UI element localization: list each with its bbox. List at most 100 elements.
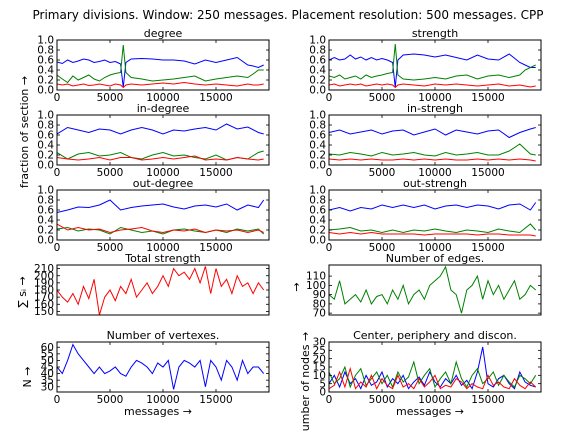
series-line-blue: [329, 53, 536, 88]
label-messages-left: messages →: [124, 405, 192, 418]
y-tick-label: 0.6: [309, 55, 326, 67]
label-n-vertexes: N →: [21, 367, 34, 388]
svg-text:∑ sᵢ →: ∑ sᵢ →: [16, 276, 29, 307]
series-line-green: [329, 143, 536, 157]
y-tick-label: 0.8: [37, 195, 54, 207]
svg-text:N →: N →: [21, 367, 34, 388]
y-tick-label: 1.0: [37, 185, 54, 197]
y-tick-label: 0.8: [309, 195, 326, 207]
series-line-blue: [57, 199, 265, 213]
series-line-blue: [57, 123, 264, 135]
x-tick-label: 10000: [418, 92, 451, 104]
y-tick-label: 0.2: [309, 150, 326, 162]
y-tick-label: 20: [313, 353, 326, 365]
series-line-green: [329, 43, 536, 81]
figure-title: Primary divisions. Window: 250 messages.…: [33, 8, 544, 22]
x-tick-label: 15000: [471, 167, 504, 179]
axes-frame: [328, 189, 542, 241]
x-tick-label: 15000: [471, 92, 504, 104]
x-tick-label: 0: [326, 242, 333, 254]
panel-title: degree: [144, 27, 183, 40]
y-tick-label: 1.0: [37, 35, 54, 47]
x-tick-label: 5000: [369, 394, 396, 406]
y-tick-label: 0.8: [309, 45, 326, 57]
y-tick-label: 40: [41, 368, 54, 380]
label-messages-right: messages →: [396, 405, 464, 418]
x-tick-label: 5000: [97, 394, 124, 406]
y-tick-label: 30: [313, 337, 326, 349]
x-tick-label: 10000: [146, 167, 179, 179]
panel-in-degree: in-degree 0.00.20.40.60.81.0 0 5000 10000 150…: [37, 102, 270, 179]
y-tick-label: 15: [313, 362, 326, 374]
y-tick-label: 0.8: [37, 120, 54, 132]
y-tick-label: 45: [41, 362, 54, 374]
y-tick-label: 0.2: [37, 225, 54, 237]
y-tick-label: 0.0: [309, 85, 326, 97]
y-tick-label: 0.4: [37, 140, 54, 152]
x-tick-label: 5000: [97, 167, 124, 179]
y-tick-label: 0.4: [37, 215, 54, 227]
panel-title: in-degree: [137, 102, 190, 115]
x-tick-label: 0: [326, 92, 333, 104]
y-tick-label: 0: [319, 387, 326, 399]
series-line-blue: [329, 202, 537, 212]
y-tick-label: 150: [34, 306, 54, 318]
y-tick-label: 0.4: [309, 140, 326, 152]
y-tick-label: 0.6: [309, 130, 326, 142]
y-tick-label: 0.4: [37, 65, 54, 77]
x-tick-label: 15000: [199, 242, 232, 254]
y-tick-label: 25: [313, 345, 326, 357]
y-tick-label: 0.6: [37, 130, 54, 142]
label-number-of-nodes: number of nodes →: [299, 332, 312, 432]
panel-title: out-strengh: [403, 177, 467, 190]
x-tick-label: 10000: [146, 242, 179, 254]
x-tick-label: 15000: [199, 167, 232, 179]
x-tick-label: 10000: [418, 167, 451, 179]
x-tick-label: 0: [326, 167, 333, 179]
svg-text:→: →: [290, 282, 303, 291]
panel-title: Total strength: [124, 252, 201, 265]
y-tick-label: 100: [306, 280, 326, 292]
panel-in-strengh: in-strengh 0.00.20.40.60.81.0 0 5000 10000 15…: [309, 102, 542, 179]
axes-frame: [328, 264, 542, 316]
y-tick-label: 0.0: [37, 85, 54, 97]
y-tick-label: 30: [41, 381, 54, 393]
y-tick-label: 0.0: [309, 160, 326, 172]
x-tick-label: 15000: [471, 394, 504, 406]
y-tick-label: 80: [313, 298, 326, 310]
panel-title: strength: [412, 27, 458, 40]
panel-title: out-degree: [133, 177, 194, 190]
y-tick-label: 0.8: [309, 120, 326, 132]
series-line-red: [57, 81, 264, 89]
y-tick-label: 0.2: [37, 75, 54, 87]
x-tick-label: 15000: [471, 242, 504, 254]
axes-frame: [328, 39, 542, 91]
y-tick-label: 110: [306, 271, 326, 283]
y-tick-label: 0.8: [37, 45, 54, 57]
series-line-blue: [329, 127, 536, 139]
y-tick-label: 55: [41, 348, 54, 360]
y-tick-label: 1.0: [309, 35, 326, 47]
series-line-red: [57, 155, 264, 161]
x-tick-label: 5000: [369, 167, 396, 179]
y-tick-label: 190: [34, 277, 54, 289]
y-tick-label: 0.2: [37, 150, 54, 162]
series-line-green: [329, 265, 537, 314]
y-tick-label: 60: [41, 342, 54, 354]
x-tick-label: 0: [54, 92, 61, 104]
y-tick-label: 0.4: [309, 215, 326, 227]
series-line-green: [329, 360, 537, 389]
y-tick-label: 10: [313, 370, 326, 382]
series-line-blue: [57, 56, 264, 88]
svg-text:fraction of section →: fraction of section →: [18, 76, 31, 188]
label-arrow-edges: →: [290, 282, 303, 291]
y-tick-label: 0.4: [309, 65, 326, 77]
svg-text:number of nodes →: number of nodes →: [299, 332, 312, 432]
panel-title: Center, periphery and discon.: [353, 329, 517, 342]
y-tick-label: 0.6: [309, 205, 326, 217]
axes-frame: [328, 341, 542, 393]
